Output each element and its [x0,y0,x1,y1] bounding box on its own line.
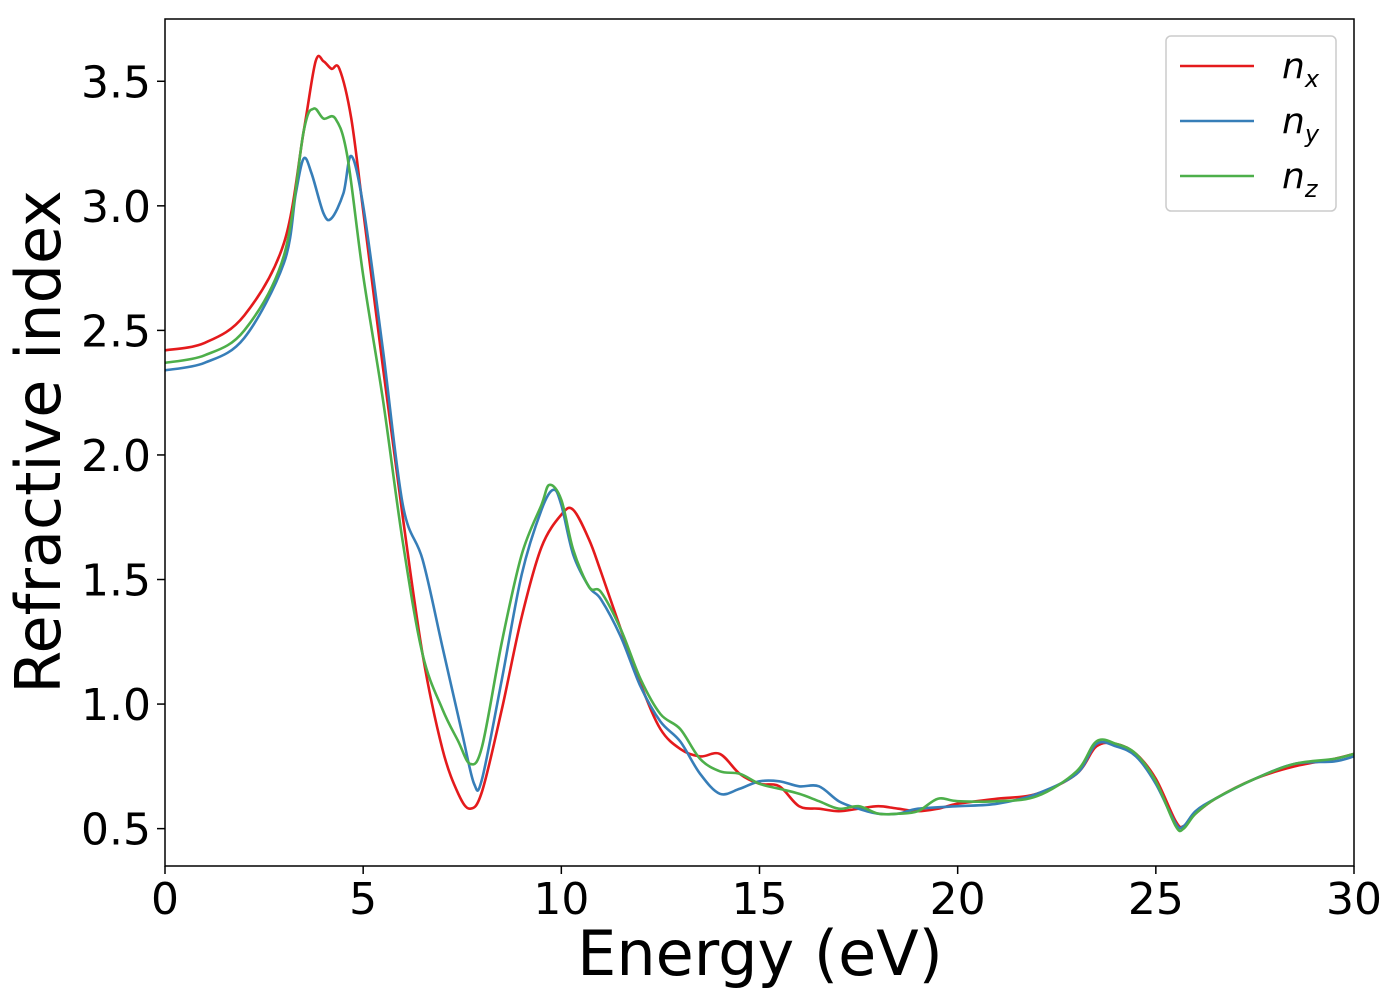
series-line-ny [164,154,1355,830]
legend-box [1165,35,1337,212]
y-tick-label: 2.0 [81,431,151,482]
y-tick-label: 1.5 [81,556,151,607]
x-tick-label: 25 [1128,874,1184,925]
y-tick-label: 1.0 [81,680,151,731]
y-tick-label: 0.5 [81,805,151,856]
x-tick-label: 15 [732,874,788,925]
x-tick-label: 30 [1326,874,1382,925]
legend-label-nz: nz [1282,156,1319,203]
axis-ticks: 0 5 10 15 20 25 30 0.5 1.0 1.5 2.0 2.5 3.0 3.5 [81,57,1382,925]
legend: nx ny nz [1165,35,1337,212]
legend-label-nx: nx [1282,46,1320,93]
x-tick-label: 5 [349,874,377,925]
y-axis-title: Refractive index [2,190,75,694]
y-tick-label: 2.5 [81,306,151,357]
series-line-nz [164,107,1355,833]
x-tick-label: 0 [151,874,179,925]
legend-label-ny: ny [1282,101,1320,148]
x-tick-label: 20 [930,874,986,925]
x-tick-label: 10 [533,874,589,925]
y-tick-label: 3.5 [81,57,151,108]
y-tick-label: 3.0 [81,182,151,233]
x-axis-title: Energy (eV) [577,917,943,990]
series-lines [164,54,1355,833]
